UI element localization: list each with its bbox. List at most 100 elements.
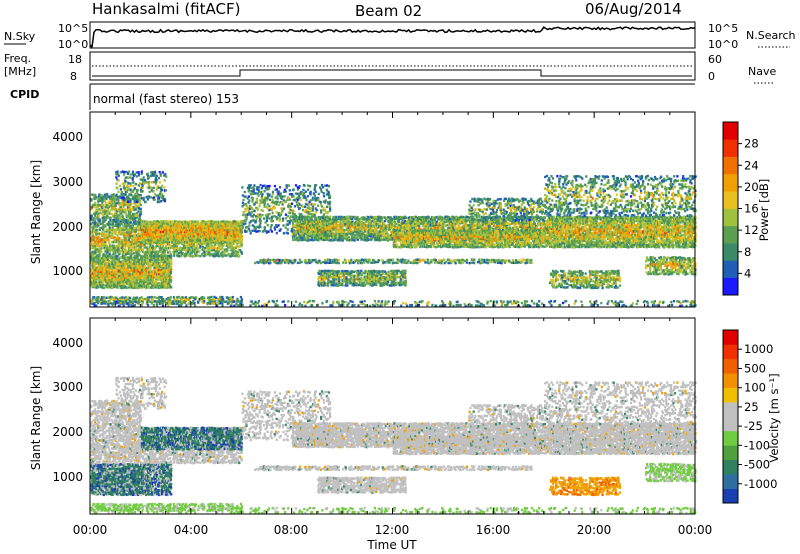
power-cell <box>168 262 171 265</box>
power-cell <box>169 296 172 299</box>
power-cell <box>202 246 205 249</box>
power-cell <box>142 280 145 283</box>
power-cell <box>161 298 164 301</box>
power-cell <box>121 218 124 222</box>
power-cell <box>129 282 132 286</box>
power-cell <box>115 264 118 267</box>
power-cell <box>119 201 122 205</box>
noise-strip: N.Sky 10^5 10^0 10^5 10^0 N.Search <box>4 21 796 51</box>
power-cell <box>139 276 142 280</box>
power-cell <box>135 276 138 280</box>
power-cell <box>134 230 137 233</box>
power-cell <box>111 282 114 285</box>
power-cell <box>129 210 132 214</box>
power-cell <box>163 234 166 237</box>
power-cell <box>152 263 155 266</box>
power-cell <box>164 270 167 274</box>
power-cell <box>184 246 187 250</box>
power-cell <box>136 254 139 258</box>
power-cell <box>145 258 148 261</box>
power-cell <box>112 240 115 244</box>
power-cell <box>129 184 132 187</box>
power-cell <box>167 266 170 269</box>
power-cell <box>322 207 325 210</box>
power-cell <box>96 262 99 266</box>
power-cell <box>129 203 132 206</box>
power-cell <box>147 272 151 275</box>
power-cell <box>148 222 152 226</box>
power-cell <box>99 222 102 226</box>
power-cell <box>297 205 300 208</box>
power-cell <box>111 206 114 209</box>
power-cell <box>92 266 95 269</box>
power-cell <box>165 280 168 283</box>
power-cell <box>118 269 121 273</box>
power-cell <box>127 243 130 246</box>
power-cell <box>208 298 211 301</box>
power-cell <box>112 260 115 263</box>
power-cell <box>90 223 93 226</box>
power-cell <box>193 250 196 253</box>
power-cell <box>108 205 111 208</box>
power-cell <box>141 248 144 251</box>
power-cell <box>134 278 137 281</box>
power-cell <box>255 230 258 233</box>
power-cell <box>139 278 142 281</box>
power-cell <box>167 260 170 263</box>
power-cell <box>125 234 128 237</box>
power-cell <box>153 240 156 243</box>
power-cell <box>130 264 133 267</box>
power-cell <box>118 276 121 279</box>
power-cell <box>151 295 154 299</box>
power-cell <box>91 250 94 254</box>
power-cell <box>304 190 307 193</box>
power-cell <box>308 203 311 206</box>
power-cell <box>172 296 175 299</box>
power-cell <box>156 230 159 234</box>
power-cell <box>123 239 126 242</box>
power-cell <box>104 225 107 228</box>
power-cell <box>109 197 112 200</box>
power-cell <box>235 252 238 255</box>
power-cell <box>140 238 143 242</box>
power-cell <box>124 193 127 196</box>
power-cell <box>103 208 106 212</box>
power-cell <box>104 257 107 260</box>
power-cell <box>105 244 108 247</box>
power-cell <box>281 217 284 220</box>
power-cell <box>123 282 126 286</box>
power-cell <box>158 237 161 240</box>
power-cell <box>167 224 170 228</box>
power-cell <box>203 296 206 299</box>
power-cell <box>244 222 247 225</box>
power-cell <box>175 222 178 226</box>
power-cell <box>137 226 140 230</box>
power-cell <box>124 242 127 246</box>
power-cell <box>102 228 105 231</box>
power-cell <box>108 225 111 228</box>
power-cell <box>162 248 165 252</box>
power-cell <box>165 230 168 234</box>
power-cell <box>130 276 133 279</box>
power-cell <box>157 284 160 287</box>
power-cell <box>193 302 196 305</box>
power-cell <box>304 205 307 208</box>
power-cell <box>120 207 123 211</box>
power-cell <box>98 244 101 247</box>
power-cell <box>169 278 173 282</box>
power-cell <box>93 296 96 299</box>
power-cell <box>324 184 327 187</box>
power-cell <box>122 241 125 244</box>
power-cell <box>209 249 212 252</box>
power-cell <box>91 284 94 288</box>
power-cell <box>288 189 291 192</box>
power-cell <box>106 265 109 268</box>
power-cell <box>237 252 240 256</box>
power-cell <box>254 220 257 223</box>
power-cell <box>142 276 145 279</box>
power-cell <box>118 203 121 207</box>
power-cell <box>121 269 124 272</box>
power-cell <box>115 198 118 201</box>
power-cell <box>94 260 97 263</box>
power-cell <box>157 278 160 281</box>
